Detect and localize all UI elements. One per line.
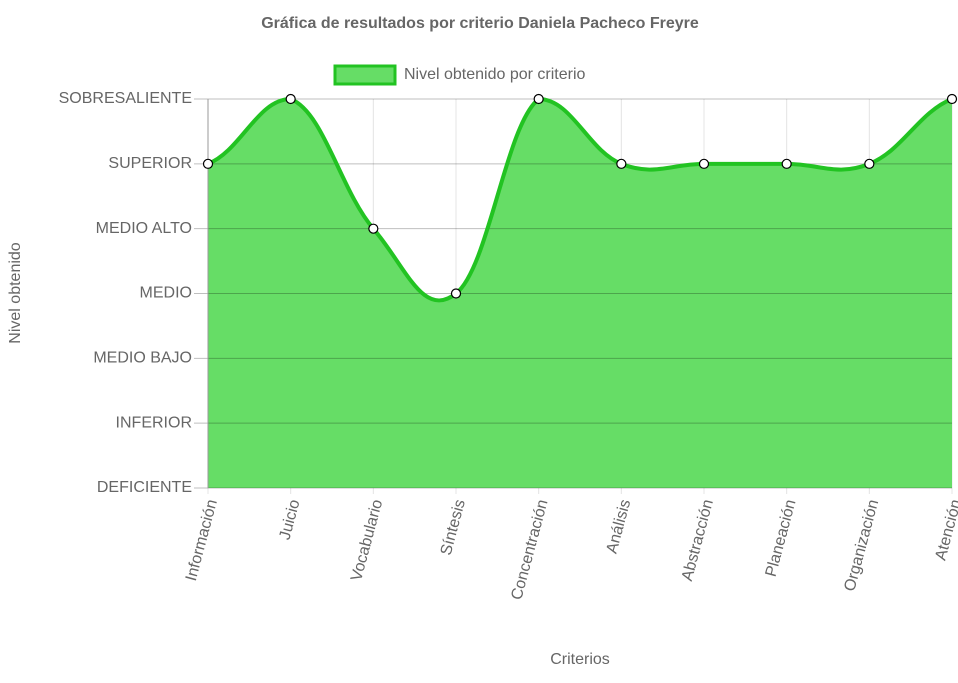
point xyxy=(368,223,379,234)
x-axis-title: Criterios xyxy=(550,651,610,668)
x-tick-label: Análisis xyxy=(604,498,635,556)
y-tick-label: MEDIO BAJO xyxy=(93,350,192,367)
x-tick-label: Concentración xyxy=(508,498,551,602)
chart-title: Gráfica de resultados por criterio Danie… xyxy=(261,15,699,32)
legend-label: Nivel obtenido por criterio xyxy=(404,66,586,83)
x-tick-label: Organización xyxy=(841,498,882,593)
point xyxy=(285,93,296,105)
point xyxy=(450,288,462,299)
y-tick-label: SOBRESALIENTE xyxy=(59,90,192,107)
point xyxy=(946,93,958,105)
x-tick-label: Juicio xyxy=(277,498,304,542)
point xyxy=(698,158,710,169)
x-tick-label: Atención xyxy=(932,498,958,563)
area xyxy=(208,99,952,488)
y-axis-title: Nivel obtenido xyxy=(7,242,24,344)
point xyxy=(864,158,875,169)
point xyxy=(202,158,214,169)
y-tick-label: INFERIOR xyxy=(116,414,192,431)
point xyxy=(533,93,544,105)
point xyxy=(616,158,627,169)
x-tick-label: Planeación xyxy=(763,498,800,579)
legend-swatch xyxy=(333,64,397,86)
x-tick-label: Síntesis xyxy=(438,498,469,557)
y-tick-label: DEFICIENTE xyxy=(97,479,192,496)
x-tick-label: Abstracción xyxy=(679,498,717,583)
y-tick-label: SUPERIOR xyxy=(108,155,192,172)
x-tick-label: Información xyxy=(183,498,221,583)
point xyxy=(781,158,792,169)
x-tick-label: Vocabulario xyxy=(348,498,386,583)
y-tick-label: MEDIO ALTO xyxy=(96,220,192,237)
y-tick-label: MEDIO xyxy=(140,285,192,302)
